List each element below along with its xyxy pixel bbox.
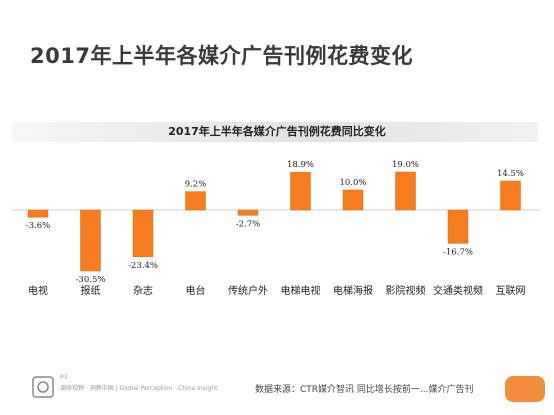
bar	[395, 171, 416, 211]
category-label: 影院视频	[386, 284, 426, 297]
bar	[447, 209, 469, 244]
bar	[500, 180, 521, 211]
value-label: 10.0%	[339, 178, 366, 188]
ctr-logo-icon	[32, 376, 54, 398]
value-label: 9.2%	[185, 180, 207, 190]
value-label: -3.6%	[26, 221, 50, 231]
value-label: -16.7%	[443, 247, 473, 257]
chart-title: 2017年上半年各媒介广告刊例花费同比变化	[168, 125, 386, 138]
bar	[237, 209, 259, 216]
watermark-logo-icon	[505, 376, 545, 402]
value-label: -2.7%	[236, 219, 260, 229]
category-label: 传统户外	[228, 284, 268, 297]
category-label: 互联网	[496, 285, 526, 297]
category-label: 电梯电视	[281, 284, 321, 297]
value-label: 19.0%	[392, 160, 419, 170]
source-note: 数据来源：CTR媒介智讯 同比增长按前一...媒介广告刊	[255, 385, 474, 395]
bar	[290, 171, 311, 211]
category-label: 杂志	[133, 284, 153, 297]
bar	[132, 209, 154, 258]
category-label: 报纸	[81, 284, 101, 297]
page-title: 2017年上半年各媒介广告刊例花费变化	[30, 44, 413, 68]
category-label: 电视	[28, 284, 48, 297]
bar	[342, 189, 364, 211]
category-label: 交通类视频	[433, 284, 483, 297]
page-number: P3	[60, 374, 68, 381]
value-label: -23.4%	[128, 261, 158, 271]
category-label: 电台	[186, 284, 206, 297]
bar	[27, 209, 49, 218]
bar	[185, 191, 206, 211]
bar	[80, 209, 101, 272]
value-label: 14.5%	[497, 169, 524, 179]
value-label: -30.5%	[76, 275, 106, 285]
category-label: 电梯海报	[333, 284, 373, 297]
value-label: 18.9%	[287, 160, 314, 170]
footer-slogan: 调研视野 · 洞察中国 | Global Perception · China …	[60, 385, 218, 392]
bar-chart: -3.6% 电视 -30.5%报纸 -23.4% 杂志 9.2% 电台 -2.7% 传统户外 18…	[12, 160, 540, 297]
chart-title-band	[12, 122, 538, 142]
